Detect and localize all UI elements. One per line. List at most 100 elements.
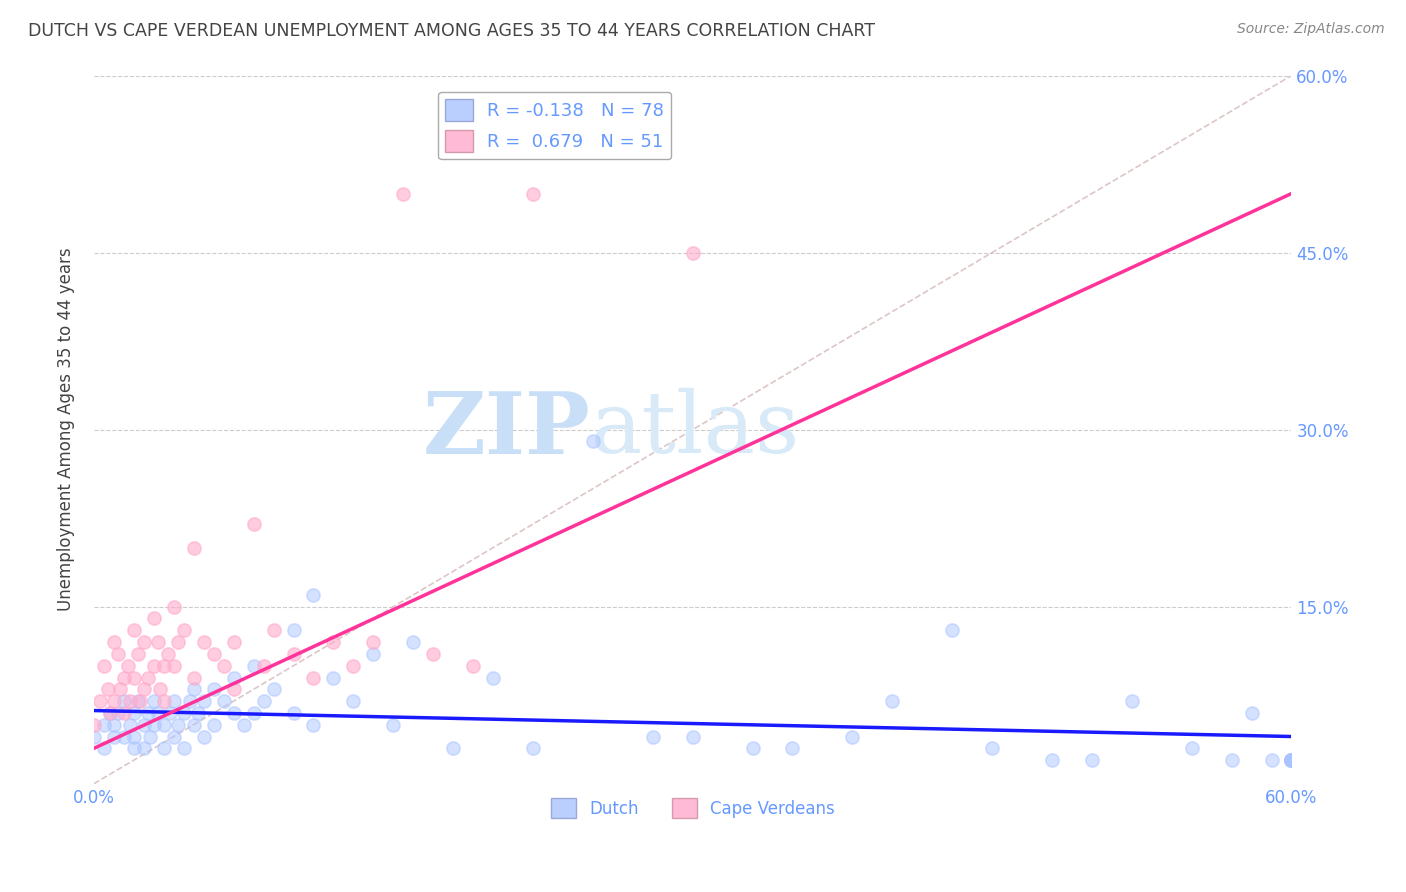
Point bbox=[112, 694, 135, 708]
Point bbox=[89, 694, 111, 708]
Point bbox=[152, 717, 174, 731]
Point bbox=[103, 717, 125, 731]
Point bbox=[127, 694, 149, 708]
Point bbox=[132, 635, 155, 649]
Point bbox=[283, 647, 305, 661]
Point bbox=[132, 682, 155, 697]
Point bbox=[163, 694, 186, 708]
Point bbox=[322, 635, 344, 649]
Point bbox=[136, 706, 159, 720]
Point bbox=[1081, 753, 1104, 767]
Point bbox=[146, 635, 169, 649]
Point bbox=[193, 730, 215, 744]
Point bbox=[127, 647, 149, 661]
Point bbox=[682, 730, 704, 744]
Point bbox=[202, 717, 225, 731]
Point bbox=[149, 682, 172, 697]
Point bbox=[166, 717, 188, 731]
Point bbox=[122, 730, 145, 744]
Point bbox=[222, 706, 245, 720]
Point bbox=[302, 671, 325, 685]
Point bbox=[422, 647, 444, 661]
Point bbox=[402, 635, 425, 649]
Point bbox=[202, 682, 225, 697]
Point bbox=[232, 717, 254, 731]
Point bbox=[139, 730, 162, 744]
Point bbox=[142, 717, 165, 731]
Point bbox=[146, 706, 169, 720]
Point bbox=[122, 706, 145, 720]
Text: ZIP: ZIP bbox=[423, 388, 591, 472]
Point bbox=[112, 730, 135, 744]
Point bbox=[322, 671, 344, 685]
Legend: Dutch, Cape Verdeans: Dutch, Cape Verdeans bbox=[544, 791, 841, 825]
Point bbox=[202, 647, 225, 661]
Point bbox=[222, 682, 245, 697]
Point bbox=[363, 647, 385, 661]
Point bbox=[98, 706, 121, 720]
Point bbox=[981, 741, 1004, 756]
Point bbox=[1240, 706, 1263, 720]
Point bbox=[302, 717, 325, 731]
Point bbox=[103, 694, 125, 708]
Point bbox=[1281, 753, 1303, 767]
Point bbox=[108, 682, 131, 697]
Point bbox=[103, 635, 125, 649]
Point bbox=[112, 671, 135, 685]
Point bbox=[187, 706, 209, 720]
Point bbox=[441, 741, 464, 756]
Text: DUTCH VS CAPE VERDEAN UNEMPLOYMENT AMONG AGES 35 TO 44 YEARS CORRELATION CHART: DUTCH VS CAPE VERDEAN UNEMPLOYMENT AMONG… bbox=[28, 22, 875, 40]
Point bbox=[83, 730, 105, 744]
Point bbox=[382, 717, 405, 731]
Point bbox=[183, 671, 205, 685]
Point bbox=[1181, 741, 1204, 756]
Text: Source: ZipAtlas.com: Source: ZipAtlas.com bbox=[1237, 22, 1385, 37]
Point bbox=[93, 658, 115, 673]
Point bbox=[522, 186, 544, 201]
Point bbox=[183, 541, 205, 555]
Point bbox=[841, 730, 863, 744]
Point bbox=[97, 682, 120, 697]
Point bbox=[1281, 753, 1303, 767]
Point bbox=[173, 741, 195, 756]
Point bbox=[263, 682, 285, 697]
Point bbox=[142, 611, 165, 625]
Point bbox=[183, 682, 205, 697]
Point bbox=[252, 658, 274, 673]
Point bbox=[582, 434, 605, 449]
Point bbox=[152, 741, 174, 756]
Point bbox=[1121, 694, 1143, 708]
Point bbox=[522, 741, 544, 756]
Point bbox=[941, 624, 963, 638]
Point bbox=[222, 635, 245, 649]
Point bbox=[173, 706, 195, 720]
Point bbox=[112, 706, 135, 720]
Point bbox=[122, 624, 145, 638]
Point bbox=[152, 694, 174, 708]
Point bbox=[1281, 753, 1303, 767]
Point bbox=[882, 694, 904, 708]
Point bbox=[242, 658, 264, 673]
Point bbox=[252, 694, 274, 708]
Point bbox=[283, 624, 305, 638]
Point bbox=[342, 694, 364, 708]
Point bbox=[741, 741, 763, 756]
Point bbox=[641, 730, 664, 744]
Point bbox=[1220, 753, 1243, 767]
Y-axis label: Unemployment Among Ages 35 to 44 years: Unemployment Among Ages 35 to 44 years bbox=[58, 248, 75, 611]
Point bbox=[142, 694, 165, 708]
Point bbox=[242, 706, 264, 720]
Point bbox=[682, 245, 704, 260]
Point bbox=[242, 517, 264, 532]
Point bbox=[132, 717, 155, 731]
Point bbox=[132, 741, 155, 756]
Point bbox=[122, 671, 145, 685]
Point bbox=[83, 717, 105, 731]
Point bbox=[156, 647, 179, 661]
Point bbox=[93, 717, 115, 731]
Text: atlas: atlas bbox=[591, 388, 800, 471]
Point bbox=[212, 694, 235, 708]
Point bbox=[782, 741, 804, 756]
Point bbox=[142, 658, 165, 673]
Point bbox=[93, 741, 115, 756]
